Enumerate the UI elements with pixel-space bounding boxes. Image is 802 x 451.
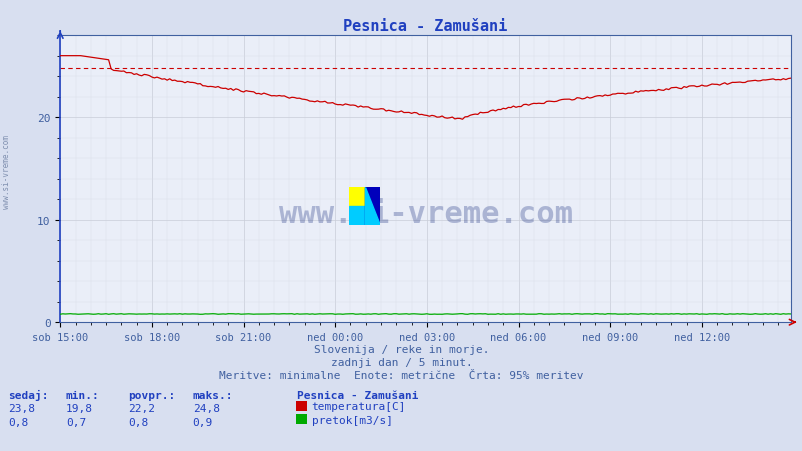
Polygon shape [364,187,379,226]
Title: Pesnica - Zamušani: Pesnica - Zamušani [343,18,507,33]
Text: maks.:: maks.: [192,390,233,400]
Text: 24,8: 24,8 [192,403,220,413]
Text: pretok[m3/s]: pretok[m3/s] [311,414,392,424]
Text: sedaj:: sedaj: [8,389,48,400]
Text: Slovenija / reke in morje.: Slovenija / reke in morje. [314,345,488,354]
Bar [349,187,364,206]
Text: 19,8: 19,8 [66,403,93,413]
Text: 0,8: 0,8 [8,417,28,427]
Text: 0,9: 0,9 [192,417,213,427]
Text: 0,7: 0,7 [66,417,86,427]
Text: 22,2: 22,2 [128,403,156,413]
Text: povpr.:: povpr.: [128,390,176,400]
Text: www.si-vreme.com: www.si-vreme.com [2,134,11,208]
Text: Pesnica - Zamušani: Pesnica - Zamušani [297,390,418,400]
Text: 23,8: 23,8 [8,403,35,413]
Text: min.:: min.: [66,390,99,400]
Text: 0,8: 0,8 [128,417,148,427]
Text: www.si-vreme.com: www.si-vreme.com [278,199,572,228]
Text: temperatura[C]: temperatura[C] [311,401,406,411]
Bar [349,206,364,226]
Bar [364,187,379,226]
Text: zadnji dan / 5 minut.: zadnji dan / 5 minut. [330,357,472,367]
Text: Meritve: minimalne  Enote: metrične  Črta: 95% meritev: Meritve: minimalne Enote: metrične Črta:… [219,370,583,380]
